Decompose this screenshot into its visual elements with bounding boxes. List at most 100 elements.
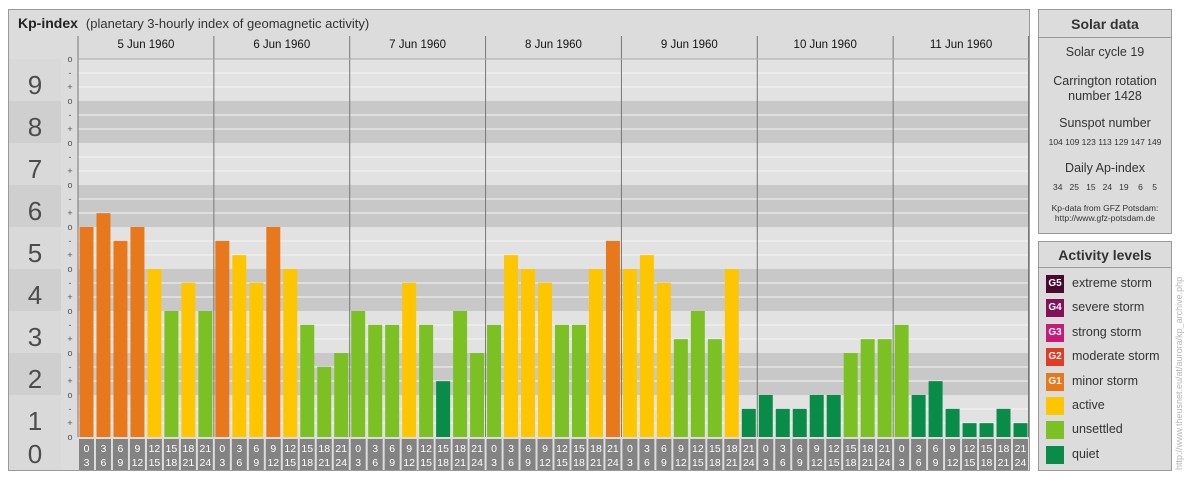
- legend-item-severe-storm: G4 severe storm: [1046, 299, 1176, 318]
- interval-start-label: 21: [200, 443, 212, 455]
- solar-data-divider: [1039, 37, 1171, 38]
- interval-end-label: 24: [200, 457, 212, 469]
- legend-label: severe storm: [1072, 300, 1145, 315]
- kp-bar: [402, 282, 417, 437]
- interval-start-label: 6: [661, 443, 667, 455]
- day-label: 7 Jun 1960: [389, 39, 446, 51]
- y-tick-label: 5: [28, 238, 42, 268]
- kp-bar: [673, 339, 688, 437]
- interval-end-label: 24: [335, 457, 347, 469]
- kp-bar: [656, 282, 671, 437]
- interval-end-label: 6: [780, 457, 786, 469]
- interval-start-label: 6: [933, 443, 939, 455]
- kp-bar: [147, 269, 162, 437]
- interval-start-label: 0: [219, 443, 225, 455]
- interval-start-label: 18: [454, 443, 466, 455]
- legend-label: moderate storm: [1072, 349, 1160, 364]
- kp-bar: [385, 324, 400, 437]
- interval-start-label: 9: [542, 443, 548, 455]
- kp-bar: [215, 240, 230, 437]
- interval-cell: [452, 439, 468, 470]
- interval-cell: [622, 439, 638, 470]
- interval-end-label: 18: [709, 457, 721, 469]
- kp-bar: [605, 240, 620, 437]
- legend-swatch: [1046, 445, 1064, 464]
- kp-band: [78, 143, 1029, 185]
- kp-bar: [453, 311, 468, 437]
- interval-end-label: 3: [899, 457, 905, 469]
- kp-bar: [809, 395, 824, 437]
- interval-end-label: 24: [607, 457, 619, 469]
- interval-start-label: 9: [135, 443, 141, 455]
- interval-end-label: 18: [437, 457, 449, 469]
- ap-index-values: 34 25 15 24 19 6 5: [1053, 182, 1157, 192]
- interval-cell: [248, 439, 264, 470]
- interval-start-label: 3: [780, 443, 786, 455]
- interval-start-label: 18: [726, 443, 738, 455]
- interval-cell: [520, 439, 536, 470]
- activity-levels-title: Activity levels: [1058, 247, 1152, 263]
- y-minor-label: -: [69, 320, 72, 330]
- solar-data-title: Solar data: [1071, 16, 1139, 32]
- interval-cell: [537, 439, 553, 470]
- interval-cell: [945, 439, 961, 470]
- watermark-text: http://www.theusnet.eu/at/aurora/kp_arch…: [1174, 276, 1184, 470]
- interval-start-label: 12: [284, 443, 296, 455]
- interval-cell: [605, 439, 621, 470]
- interval-end-label: 6: [916, 457, 922, 469]
- interval-start-label: 21: [743, 443, 755, 455]
- legend-item-extreme-storm: G5 extreme storm: [1046, 275, 1176, 293]
- interval-end-label: 18: [301, 457, 313, 469]
- y-minor-label: o: [67, 432, 72, 442]
- kp-bar: [504, 255, 519, 437]
- interval-cell: [928, 439, 944, 470]
- chart-subtitle: (planetary 3-hourly index of geomagnetic…: [85, 16, 370, 31]
- interval-cell: [503, 439, 519, 470]
- source-line-1: Kp-data from GFZ Potsdam:: [1051, 203, 1159, 213]
- y-axis-cell: [9, 185, 61, 227]
- y-axis-cell: [9, 269, 61, 311]
- legend-item-strong-storm: G3 strong storm: [1046, 323, 1176, 342]
- y-minor-label: o: [67, 306, 72, 316]
- interval-end-label: 18: [573, 457, 585, 469]
- interval-start-label: 18: [590, 443, 602, 455]
- interval-cell: [469, 439, 485, 470]
- kp-bar: [979, 423, 994, 437]
- kp-bar: [470, 353, 485, 437]
- legend-swatch: G4: [1046, 299, 1064, 318]
- kp-bar: [317, 366, 332, 437]
- kp-bar: [639, 255, 654, 437]
- interval-cell: [333, 439, 349, 470]
- y-minor-label: o: [67, 180, 72, 190]
- y-axis-cell: [9, 311, 61, 353]
- interval-start-label: 9: [270, 443, 276, 455]
- day-label: 9 Jun 1960: [661, 39, 718, 51]
- kp-bar: [758, 395, 773, 437]
- kp-bar: [368, 324, 383, 437]
- interval-end-label: 21: [454, 457, 466, 469]
- y-minor-label: o: [67, 390, 72, 400]
- interval-end-label: 18: [845, 457, 857, 469]
- interval-cell: [79, 439, 94, 470]
- legend-swatch: [1046, 421, 1064, 440]
- interval-cell: [809, 439, 825, 470]
- interval-end-label: 6: [236, 457, 242, 469]
- kp-bar: [283, 269, 298, 437]
- interval-end-label: 15: [964, 457, 976, 469]
- interval-start-label: 12: [420, 443, 432, 455]
- interval-end-label: 24: [471, 457, 483, 469]
- interval-start-label: 6: [525, 443, 531, 455]
- kp-bar: [860, 339, 875, 437]
- y-axis-cell: [9, 59, 61, 101]
- interval-end-label: 15: [284, 457, 296, 469]
- kp-bar: [690, 311, 705, 437]
- interval-cell: [588, 439, 604, 470]
- interval-cell: [316, 439, 332, 470]
- sunspot-values: 104 109 123 113 129 147 149: [1048, 137, 1162, 147]
- y-axis-cell: [9, 227, 61, 269]
- kp-bar: [571, 324, 586, 437]
- interval-start-label: 21: [335, 443, 347, 455]
- interval-end-label: 9: [661, 457, 667, 469]
- y-minor-label: o: [67, 54, 72, 64]
